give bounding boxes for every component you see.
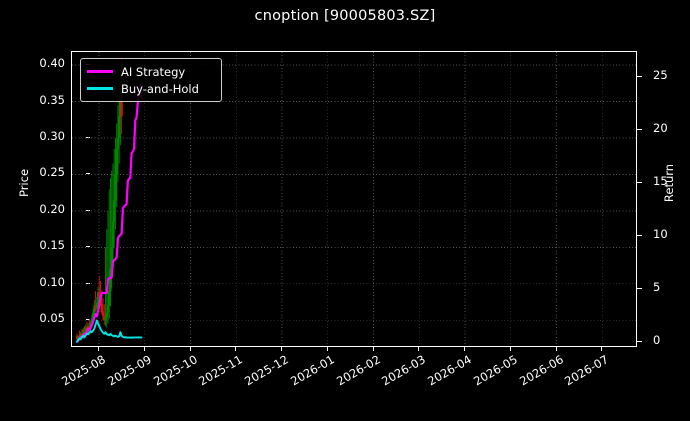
y-tick-label-right: 0 bbox=[653, 332, 661, 347]
plot-area bbox=[71, 51, 637, 347]
y-tick-label-left: 0.20 bbox=[39, 201, 65, 216]
legend-item-ai-strategy[interactable]: AI Strategy bbox=[87, 63, 215, 80]
y-tick-label-right: 15 bbox=[653, 174, 668, 189]
x-tick-mark bbox=[555, 347, 557, 351]
y-tick-mark-left bbox=[86, 137, 90, 139]
x-tick-mark bbox=[98, 347, 99, 351]
x-tick-mark bbox=[418, 347, 420, 351]
y-tick-label-left: 0.10 bbox=[39, 274, 65, 289]
x-tick-label: 2026-01 bbox=[287, 352, 337, 389]
x-tick-mark bbox=[189, 347, 191, 351]
y-tick-mark-left bbox=[86, 209, 90, 211]
y-tick-mark-right bbox=[637, 129, 642, 131]
legend-label-ai-strategy: AI Strategy bbox=[121, 64, 186, 79]
y-tick-mark-left bbox=[86, 173, 90, 175]
plot-canvas bbox=[72, 52, 636, 346]
x-tick-label: 2026-03 bbox=[379, 352, 429, 389]
y-tick-label-left: 0.25 bbox=[39, 165, 65, 180]
legend-label-buy-and-hold: Buy-and-Hold bbox=[121, 81, 199, 96]
y-tick-label-left: 0.35 bbox=[39, 92, 65, 107]
x-tick-mark bbox=[143, 347, 145, 351]
x-tick-mark bbox=[326, 347, 328, 351]
x-tick-label: 2026-07 bbox=[562, 352, 612, 389]
page-title: cnoption [90005803.SZ] bbox=[254, 8, 436, 24]
x-tick-label: 2026-05 bbox=[470, 352, 520, 389]
y-tick-label-left: 0.30 bbox=[39, 129, 65, 144]
y-tick-label-left: 0.15 bbox=[39, 238, 65, 253]
x-tick-label: 2025-10 bbox=[150, 352, 200, 389]
y-tick-mark-right bbox=[637, 182, 642, 184]
legend-item-buy-and-hold[interactable]: Buy-and-Hold bbox=[87, 80, 215, 97]
legend-swatch-buy-and-hold bbox=[87, 87, 113, 90]
x-tick-mark bbox=[281, 347, 282, 351]
x-tick-label: 2026-04 bbox=[425, 352, 474, 389]
y-tick-mark-left bbox=[86, 319, 90, 321]
y-tick-mark-right bbox=[637, 287, 642, 289]
x-tick-label: 2025-11 bbox=[196, 352, 246, 389]
y-tick-label-right: 10 bbox=[653, 226, 668, 241]
y-axis-ticks-left: 0.05 0.10 0.15 0.20 0.25 0.30 0.35 0.40 bbox=[22, 0, 90, 421]
x-tick-label: 2026-06 bbox=[516, 352, 566, 389]
x-tick-mark bbox=[509, 347, 511, 351]
y-tick-label-right: 25 bbox=[653, 68, 668, 83]
chart-legend: AI Strategy Buy-and-Hold bbox=[80, 58, 222, 102]
y-tick-mark-right bbox=[637, 76, 642, 78]
y-tick-label-right: 5 bbox=[653, 279, 661, 294]
x-tick-label: 2025-08 bbox=[59, 352, 108, 389]
x-tick-mark bbox=[601, 347, 603, 351]
y-tick-label-right: 20 bbox=[653, 121, 668, 136]
x-tick-mark bbox=[372, 347, 374, 351]
y-tick-label-left: 0.05 bbox=[39, 311, 65, 326]
x-tick-mark bbox=[235, 347, 237, 351]
legend-swatch-ai-strategy bbox=[87, 70, 113, 73]
y-tick-mark-left bbox=[86, 282, 90, 284]
y-tick-mark-right bbox=[637, 340, 642, 342]
x-tick-label: 2026-02 bbox=[333, 352, 383, 389]
y-tick-mark-left bbox=[86, 246, 90, 248]
x-tick-mark bbox=[464, 347, 465, 351]
x-tick-label: 2025-12 bbox=[242, 352, 291, 389]
y-tick-label-left: 0.40 bbox=[39, 56, 65, 71]
y-axis-ticks-right: 0 5 10 15 20 25 bbox=[637, 0, 684, 421]
x-tick-label: 2025-09 bbox=[104, 352, 154, 389]
y-tick-mark-right bbox=[637, 234, 642, 236]
